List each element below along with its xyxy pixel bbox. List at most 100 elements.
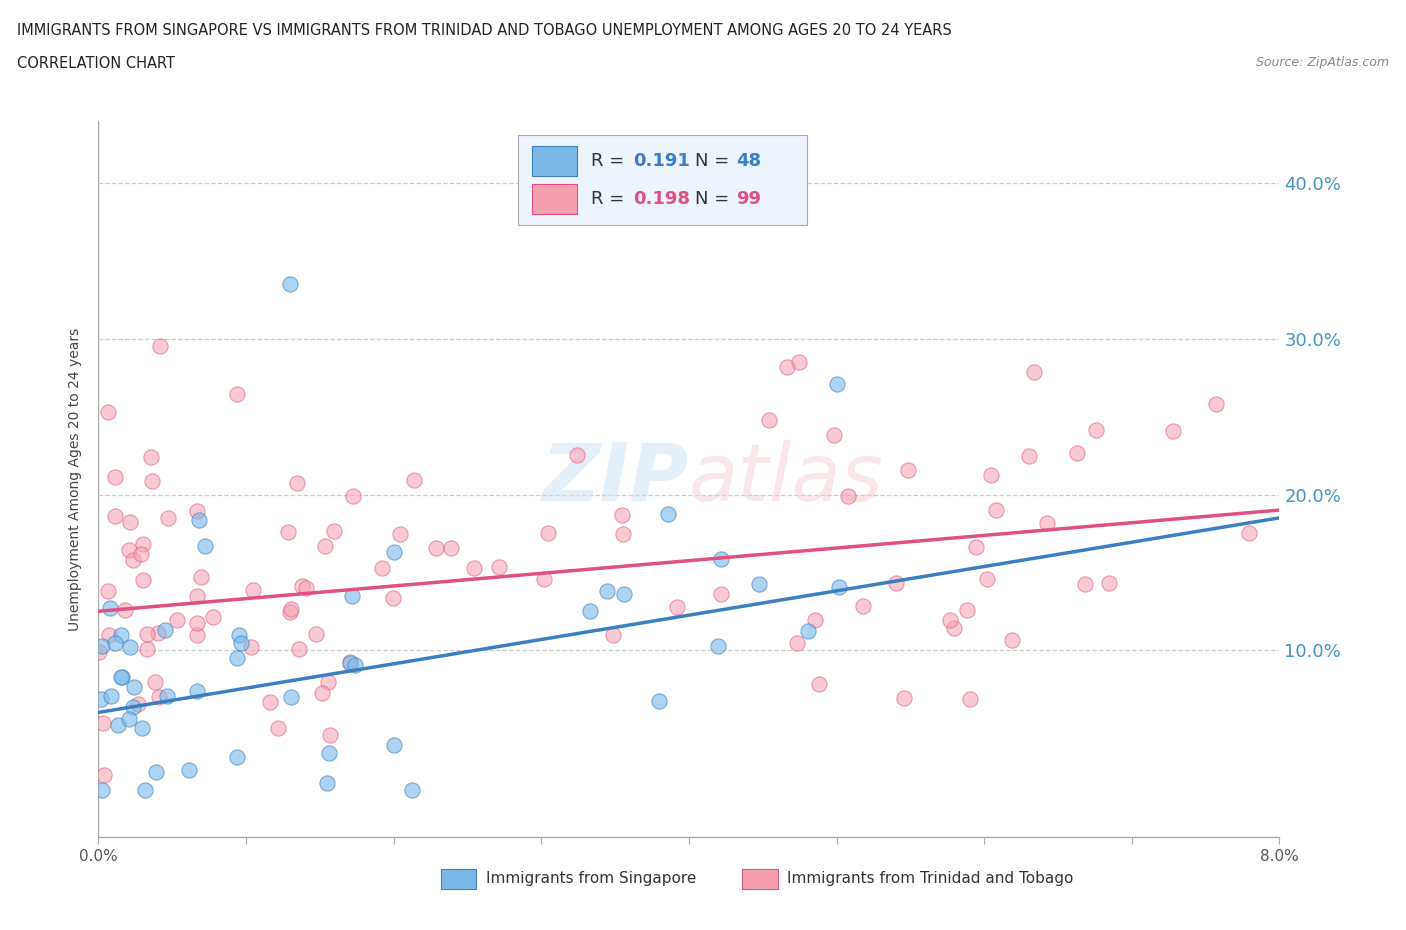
- FancyBboxPatch shape: [531, 146, 576, 176]
- Point: [141, 473, 163, 488]
- Point: [136, 626, 159, 641]
- Point: [291, 578, 314, 593]
- Point: [134, 783, 156, 798]
- Point: [131, 721, 153, 736]
- Point: [827, 579, 849, 594]
- Point: [710, 551, 733, 566]
- Point: [186, 628, 208, 643]
- Point: [295, 580, 318, 595]
- Point: [1074, 577, 1097, 591]
- Point: [190, 569, 212, 584]
- Text: R =: R =: [591, 190, 630, 208]
- Point: [318, 746, 340, 761]
- Point: [1097, 575, 1119, 590]
- Text: R =: R =: [591, 152, 630, 170]
- Point: [93, 767, 115, 782]
- Point: [1205, 396, 1227, 411]
- Point: [98, 628, 121, 643]
- Point: [775, 360, 797, 375]
- Point: [425, 541, 447, 556]
- Point: [98, 601, 121, 616]
- Point: [90, 692, 112, 707]
- Point: [110, 628, 132, 643]
- Point: [382, 737, 405, 752]
- Point: [155, 688, 177, 703]
- Y-axis label: Unemployment Among Ages 20 to 24 years: Unemployment Among Ages 20 to 24 years: [67, 327, 82, 631]
- Point: [107, 718, 129, 733]
- FancyBboxPatch shape: [531, 184, 576, 214]
- Point: [786, 636, 808, 651]
- Point: [277, 525, 299, 539]
- Point: [156, 511, 179, 525]
- Point: [758, 412, 780, 427]
- Point: [439, 540, 461, 555]
- Point: [100, 688, 122, 703]
- Point: [488, 559, 510, 574]
- Point: [136, 641, 159, 656]
- Point: [226, 386, 249, 401]
- Point: [342, 488, 364, 503]
- Point: [186, 589, 208, 604]
- Point: [239, 640, 262, 655]
- Point: [316, 675, 339, 690]
- Point: [980, 468, 1002, 483]
- Point: [942, 621, 965, 636]
- Point: [148, 339, 170, 353]
- Point: [1035, 516, 1057, 531]
- Point: [852, 599, 875, 614]
- Point: [323, 524, 346, 538]
- Point: [565, 447, 588, 462]
- Point: [986, 503, 1008, 518]
- Point: [148, 626, 170, 641]
- Point: [186, 684, 208, 698]
- Text: ZIP: ZIP: [541, 440, 689, 518]
- Text: 0.198: 0.198: [634, 190, 690, 208]
- Point: [228, 628, 250, 643]
- Text: 99: 99: [737, 190, 761, 208]
- Point: [339, 655, 361, 670]
- Point: [132, 537, 155, 551]
- FancyBboxPatch shape: [517, 135, 807, 225]
- Point: [665, 599, 688, 614]
- Point: [280, 602, 302, 617]
- Point: [145, 764, 167, 779]
- Point: [120, 639, 142, 654]
- Point: [91, 715, 114, 730]
- Text: IMMIGRANTS FROM SINGAPORE VS IMMIGRANTS FROM TRINIDAD AND TOBAGO UNEMPLOYMENT AM: IMMIGRANTS FROM SINGAPORE VS IMMIGRANTS …: [17, 23, 952, 38]
- Text: N =: N =: [695, 190, 735, 208]
- Point: [280, 689, 302, 704]
- Point: [225, 651, 247, 666]
- Point: [787, 354, 810, 369]
- Point: [897, 463, 920, 478]
- Point: [97, 405, 120, 419]
- Point: [382, 591, 405, 605]
- Point: [188, 512, 211, 527]
- Point: [166, 612, 188, 627]
- Text: CORRELATION CHART: CORRELATION CHART: [17, 56, 174, 71]
- Point: [578, 604, 600, 618]
- Text: Source: ZipAtlas.com: Source: ZipAtlas.com: [1256, 56, 1389, 69]
- Point: [388, 526, 411, 541]
- Point: [710, 587, 733, 602]
- Point: [87, 644, 110, 659]
- Point: [129, 546, 152, 561]
- Text: Immigrants from Trinidad and Tobago: Immigrants from Trinidad and Tobago: [787, 871, 1073, 886]
- Point: [131, 573, 153, 588]
- Point: [1018, 448, 1040, 463]
- Point: [808, 677, 831, 692]
- Point: [287, 642, 309, 657]
- Point: [319, 728, 342, 743]
- Point: [194, 538, 217, 553]
- Point: [242, 582, 264, 597]
- Point: [382, 544, 405, 559]
- Point: [1084, 422, 1107, 437]
- Point: [285, 476, 308, 491]
- Point: [201, 610, 224, 625]
- Point: [1066, 445, 1088, 460]
- Point: [280, 277, 302, 292]
- Point: [229, 636, 252, 651]
- Text: atlas: atlas: [689, 440, 884, 518]
- Point: [122, 679, 145, 694]
- Point: [1161, 424, 1184, 439]
- Text: Immigrants from Singapore: Immigrants from Singapore: [486, 871, 696, 886]
